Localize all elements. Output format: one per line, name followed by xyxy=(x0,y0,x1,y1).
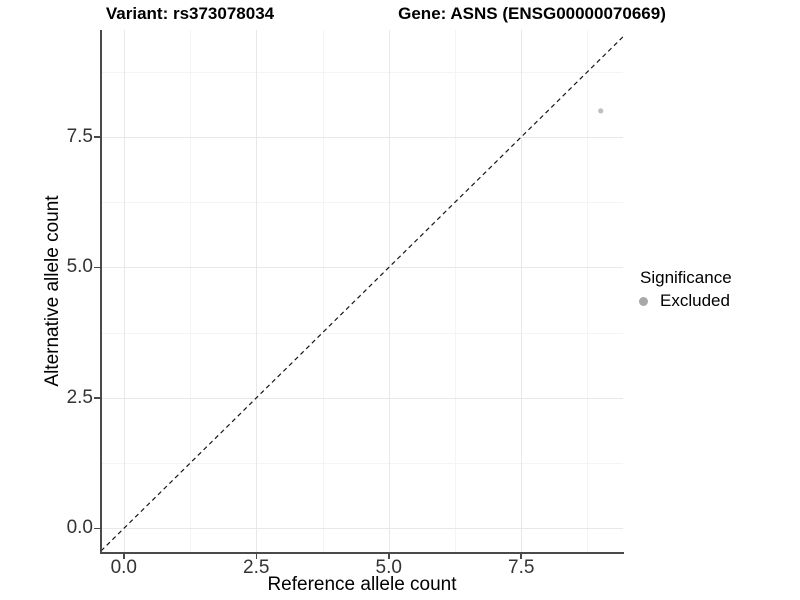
gridline-y-8.75 xyxy=(101,71,623,73)
x-tick-label: 2.5 xyxy=(243,557,270,578)
gridline-x-7.5 xyxy=(521,30,523,553)
y-tick-label: 0.0 xyxy=(66,517,93,539)
gridline-y-2.5 xyxy=(101,397,623,399)
data-point-excluded xyxy=(598,108,604,114)
y-tick-mark xyxy=(94,527,100,530)
x-tick-label: 5.0 xyxy=(375,557,402,578)
plot-panel xyxy=(101,30,623,553)
legend-item-label: Excluded xyxy=(660,291,730,310)
gridline-x-3.75 xyxy=(322,30,324,553)
x-tick-mark xyxy=(388,554,390,559)
y-axis-line xyxy=(100,30,102,554)
gridline-x-0 xyxy=(123,30,125,553)
gridline-x-5 xyxy=(388,30,390,553)
identity-dashed-line xyxy=(101,36,623,552)
y-tick-mark xyxy=(94,136,100,138)
legend-title: Significance xyxy=(640,268,732,287)
gridline-y-7.5 xyxy=(101,137,623,138)
x-axis-line xyxy=(100,552,624,554)
y-tick-mark xyxy=(94,397,100,399)
y-tick-label: 5.0 xyxy=(66,256,93,278)
gridline-y-3.75 xyxy=(101,332,623,334)
y-tick-label: 7.5 xyxy=(66,126,93,147)
gridline-x-1.25 xyxy=(190,30,192,553)
gridline-y-5 xyxy=(101,267,623,269)
legend-marker-circle-icon xyxy=(639,296,648,306)
y-tick-mark xyxy=(94,266,100,269)
legend: Significance Excluded xyxy=(639,267,732,311)
gridline-x-6.25 xyxy=(455,30,456,553)
gridline-y-1.25 xyxy=(101,463,623,465)
legend-item-excluded: Excluded xyxy=(639,291,732,311)
x-tick-mark xyxy=(255,554,258,559)
gridline-x-8.75 xyxy=(587,30,589,553)
gene-title: Gene: ASNS (ENSG00000070669) xyxy=(398,4,666,23)
y-axis-title: Alternative allele count xyxy=(42,195,63,387)
x-axis-title: Reference allele count xyxy=(267,574,457,595)
gridline-y-0 xyxy=(101,528,623,530)
gridline-y-6.25 xyxy=(101,202,623,204)
x-tick-mark xyxy=(520,554,522,559)
y-tick-label: 2.5 xyxy=(66,386,93,408)
x-tick-mark xyxy=(123,554,125,559)
plot-canvas xyxy=(101,36,623,552)
x-tick-label: 0.0 xyxy=(110,557,137,578)
x-tick-label: 7.5 xyxy=(508,557,535,578)
gridline-x-2.5 xyxy=(256,30,258,553)
variant-title: Variant: rs373078034 xyxy=(105,4,275,23)
